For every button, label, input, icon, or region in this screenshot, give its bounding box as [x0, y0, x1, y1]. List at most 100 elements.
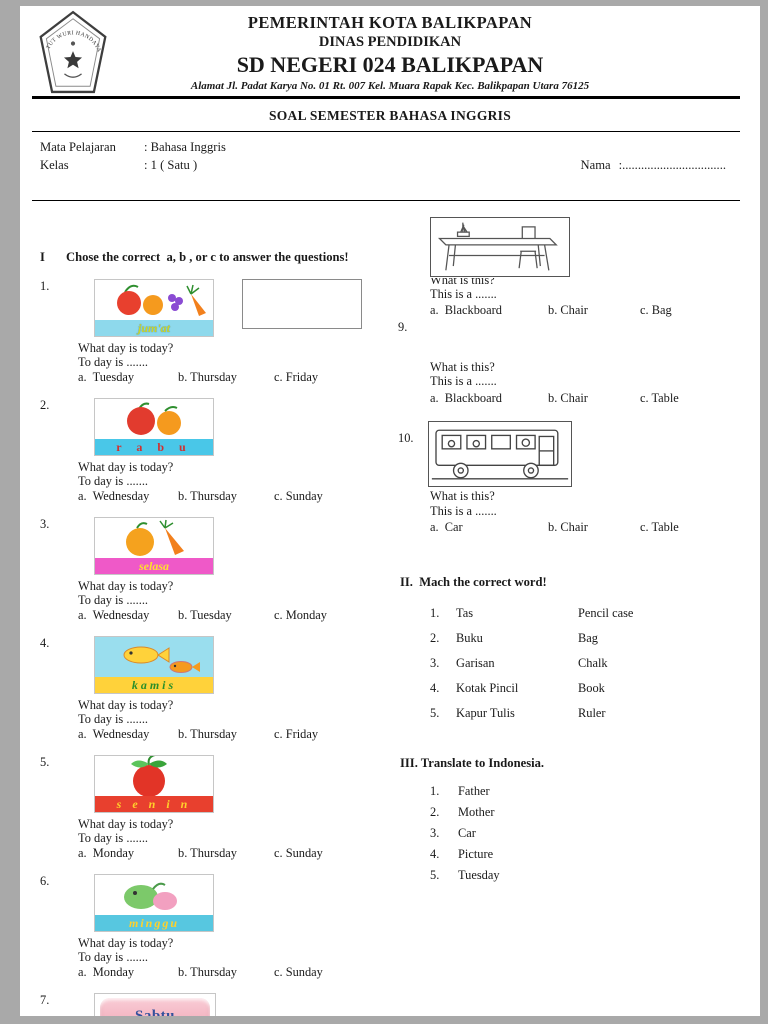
match-row: 1. Tas Pencil case [430, 606, 754, 620]
translate-word: Car [458, 825, 476, 840]
row-number: 1. [430, 783, 440, 798]
government-line: PEMERINTAH KOTA BALIKPAPAN [247, 13, 533, 32]
class-label: Kelas [40, 157, 69, 172]
day-illustration-sabtu: Sabtu [94, 992, 216, 1016]
question-8: What is this? This is a ....... a. Black… [400, 216, 754, 318]
match-term: Tas [456, 605, 474, 620]
day-label-banner: s e n i n [95, 795, 213, 812]
options-row: a. Monday b. Thursday c. Sunday [78, 965, 400, 979]
section2-heading: II. Mach the correct word! [400, 574, 547, 589]
header-divider [32, 96, 740, 99]
question-5: 5. s e n i n What day is today? To day i… [40, 754, 400, 860]
option-c: c. Friday [274, 369, 319, 384]
row-number: 5. [430, 705, 440, 720]
fruit-cluster-illustration [126, 519, 184, 556]
options-row: a. Car b. Chair c. Table [430, 520, 754, 535]
match-term: Garisan [456, 655, 495, 670]
translate-word: Picture [458, 846, 494, 861]
row-number: 3. [430, 655, 440, 670]
match-term: Buku [456, 630, 483, 645]
name-field: Nama:................................. [562, 139, 726, 192]
translate-row: 4. Picture [430, 847, 754, 861]
option-a: a. Monday [78, 964, 135, 979]
options-row: a. Blackboard b. Chair c. Table [430, 391, 754, 406]
option-c: c. Table [640, 520, 679, 534]
question-prompt: What day is today? [78, 578, 174, 593]
name-dotted-line: :................................. [618, 157, 726, 172]
school-address: Alamat Jl. Padat Karya No. 01 Rt. 007 Ke… [190, 80, 590, 92]
option-a: a. Wednesday [78, 726, 150, 741]
option-c: c. Sunday [274, 488, 323, 503]
row-number: 3. [430, 825, 440, 840]
table-illustration [437, 222, 558, 270]
match-answer: Chalk [578, 655, 608, 670]
option-a: a. Wednesday [78, 607, 150, 622]
option-b: b. Thursday [178, 369, 237, 384]
row-number: 2. [430, 630, 440, 645]
option-a: a. Wednesday [78, 488, 150, 503]
bus-illustration [431, 429, 569, 480]
answer-stub: To day is ....... [78, 354, 149, 369]
day-illustration-kamis: kamis [94, 635, 214, 694]
match-row: 3. Garisan Chalk [430, 656, 754, 670]
answer-stub: To day is ....... [78, 949, 149, 964]
section1-heading: I Chose the correct a, b , or c to answer… [40, 250, 400, 265]
department-line: DINAS PENDIDIKAN [318, 34, 462, 50]
question-prompt: What day is today? [78, 935, 174, 950]
option-b: b. Thursday [178, 488, 237, 503]
ribbon-shape [100, 997, 210, 1016]
exam-title: SOAL SEMESTER BAHASA INGGRIS [268, 108, 512, 123]
fruit-cluster-illustration [117, 284, 206, 316]
match-answer: Bag [578, 630, 598, 645]
question-number: 4. [40, 635, 50, 650]
options-row: a. Wednesday b. Tuesday c. Monday [78, 608, 400, 622]
section1-numeral: I [40, 249, 45, 264]
translate-word: Mother [458, 804, 495, 819]
question-number: 5. [40, 754, 50, 769]
translate-row: 1. Father [430, 784, 754, 798]
row-number: 4. [430, 680, 440, 695]
answer-stub: This is a ....... [430, 374, 497, 388]
day-label-banner: r a b u [95, 438, 213, 455]
match-row: 2. Buku Bag [430, 631, 754, 645]
question-number: 2. [40, 397, 50, 412]
question-prompt: What is this? [430, 277, 495, 287]
option-c: c. Table [640, 390, 679, 405]
question-7: 7. Sabtu What day is today? [40, 992, 400, 1016]
option-b: b. Chair [548, 520, 588, 534]
option-b: b. Chair [548, 303, 588, 317]
answer-stub: This is a ....... [430, 503, 497, 518]
question-prompt: What is this? [430, 359, 495, 374]
translate-row: 3. Car [430, 826, 754, 840]
subject-label: Mata Pelajaran [40, 140, 116, 154]
option-c: c. Monday [274, 607, 327, 622]
question-3: 3. selasa What day is today? To day is .… [40, 516, 400, 622]
translate-word: Father [458, 783, 490, 798]
answer-stub: This is a ....... [430, 286, 497, 301]
option-c: c. Sunday [274, 845, 323, 860]
option-b: b. Thursday [178, 845, 237, 860]
option-c: c. Sunday [274, 964, 323, 979]
fish-illustration [123, 646, 200, 673]
options-row: a. Tuesday b. Thursday c. Friday [78, 370, 400, 384]
day-label-banner: selasa [95, 557, 213, 574]
translate-row: 5. Tuesday [430, 868, 754, 882]
match-row: 4. Kotak Pincil Book [430, 681, 754, 695]
option-a: a. Monday [78, 845, 135, 860]
question-prompt: What day is today? [78, 697, 174, 712]
subject-value: : Bahasa Inggris [144, 140, 226, 154]
day-illustration-selasa: selasa [94, 516, 214, 575]
question-6: 6. minggu What day is today? To day is .… [40, 873, 400, 979]
exam-meta: Mata Pelajaran : Bahasa Inggris Kelas : … [20, 132, 760, 200]
meta-left: Mata Pelajaran : Bahasa Inggris Kelas : … [40, 139, 226, 192]
apple-illustration [131, 755, 167, 796]
row-number: 2. [430, 804, 440, 819]
option-a: a. Blackboard [430, 303, 502, 317]
answer-box [242, 278, 362, 329]
day-label-banner: minggu [95, 914, 213, 931]
fruit-cluster-illustration [127, 402, 181, 435]
table-image-box [430, 216, 570, 277]
school-name: SD NEGERI 024 BALIKPAPAN [236, 52, 544, 77]
match-answer: Book [578, 680, 605, 695]
answer-stub: To day is ....... [78, 592, 149, 607]
